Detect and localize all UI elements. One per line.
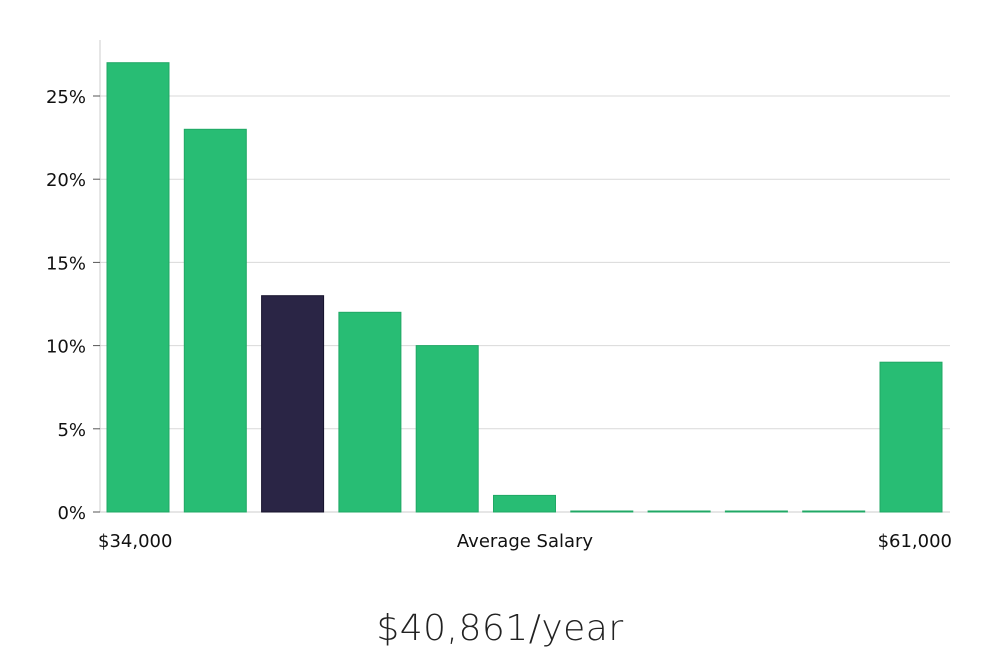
bar — [106, 62, 170, 513]
salary-histogram: 0%5%10%15%20%25% $34,000 Average Salary … — [46, 40, 952, 552]
bar — [415, 345, 479, 513]
y-tick-label: 20% — [46, 170, 86, 191]
x-axis-label: Average Salary — [457, 531, 594, 552]
bar — [493, 494, 556, 513]
bar — [802, 510, 866, 513]
bar — [183, 128, 247, 513]
y-tick-label: 10% — [46, 337, 86, 358]
bar — [338, 311, 402, 513]
x-min-label: $34,000 — [98, 531, 172, 552]
bar — [879, 361, 943, 513]
bar — [570, 510, 634, 513]
bar-highlighted — [261, 295, 325, 513]
bar — [724, 510, 788, 513]
x-max-label: $61,000 — [878, 531, 952, 552]
bar — [647, 510, 711, 513]
y-tick-label: 0% — [57, 503, 86, 524]
bars — [106, 62, 943, 513]
y-tick-label: 5% — [57, 420, 86, 441]
y-tick-label: 25% — [46, 87, 86, 108]
average-salary-value: $40,861/year — [376, 608, 624, 649]
y-tick-label: 15% — [46, 253, 86, 274]
y-tick-labels: 0% 5% 10% 15% 20% 25% — [46, 87, 100, 524]
